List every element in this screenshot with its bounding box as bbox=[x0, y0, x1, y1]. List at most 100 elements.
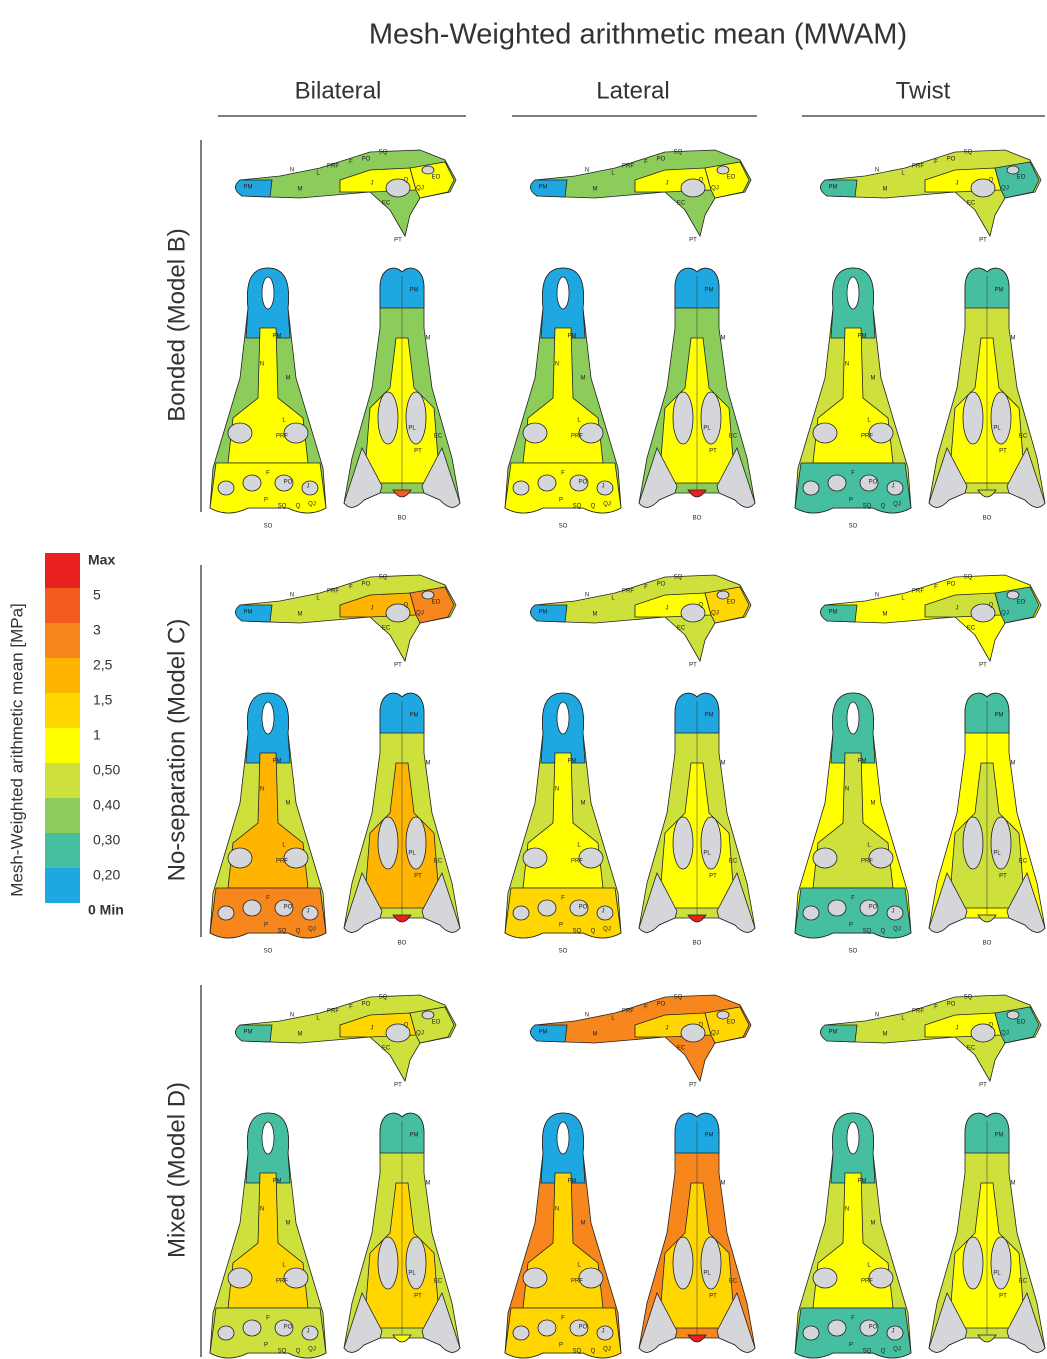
bone-label: PT bbox=[414, 449, 422, 455]
bone-label: EO bbox=[432, 600, 441, 606]
basioccipital bbox=[392, 914, 412, 923]
quadrate bbox=[994, 1006, 1040, 1044]
bone-label: PM bbox=[410, 713, 419, 719]
fenestra bbox=[812, 1267, 838, 1289]
bone-label: M bbox=[721, 336, 726, 342]
palatal-fenestra bbox=[990, 1236, 1012, 1290]
bone-label: PM bbox=[410, 288, 419, 294]
bone-label: P bbox=[559, 498, 563, 504]
bone-label: J bbox=[602, 1329, 605, 1335]
fenestra bbox=[217, 1325, 235, 1341]
bone-label: PT bbox=[689, 663, 697, 669]
bone-label: PT bbox=[414, 874, 422, 880]
bone-label: PRF bbox=[622, 164, 634, 170]
premaxilla bbox=[235, 1024, 273, 1043]
pterygoid-flange bbox=[421, 871, 461, 933]
naris bbox=[261, 1121, 275, 1155]
quadrate bbox=[704, 1006, 750, 1044]
bone-label: J bbox=[371, 1026, 374, 1032]
lateral-view: PM M N L PRF F PO SQ Q QJ EO J EC PT bbox=[530, 150, 752, 244]
ventral-view: PM M PL EC PT BO bbox=[343, 267, 461, 522]
fenestra bbox=[859, 899, 879, 917]
opening bbox=[385, 603, 411, 623]
bone-label: PM bbox=[995, 288, 1004, 294]
bone-label: PM bbox=[568, 1179, 577, 1185]
bone-label: EC bbox=[382, 626, 391, 632]
pterygoid-flange bbox=[343, 1291, 383, 1353]
bone-label: QJ bbox=[893, 1347, 901, 1353]
premaxilla bbox=[530, 1024, 568, 1043]
bone-label: PT bbox=[999, 874, 1007, 880]
legend-label: 0 Min bbox=[88, 902, 124, 918]
bone-label: SQ bbox=[379, 995, 388, 1001]
bone-label: PT bbox=[979, 238, 987, 244]
bone-label: QJ bbox=[1001, 1031, 1009, 1037]
legend-label: 0,40 bbox=[93, 797, 120, 813]
bone-label: Q bbox=[989, 603, 994, 609]
bone-label: PT bbox=[394, 663, 402, 669]
dorsal-view: PM N M L PRF F PO J P SQ Q QJ SO bbox=[794, 267, 912, 530]
posterior-region bbox=[504, 462, 622, 514]
quadrate bbox=[409, 586, 455, 624]
bone-label: PL bbox=[408, 851, 416, 857]
pterygoid-flange bbox=[1006, 871, 1046, 933]
bone-label: Q bbox=[296, 929, 301, 935]
bone-label: F bbox=[349, 160, 353, 166]
quadrate bbox=[994, 161, 1040, 199]
posterior-region bbox=[794, 887, 912, 939]
pterygoid-flange bbox=[928, 1291, 968, 1353]
bone-label: J bbox=[892, 909, 895, 915]
bone-label: M bbox=[871, 1221, 876, 1227]
legend-title: Mesh-Weighted arithmetic mean [MPa] bbox=[7, 603, 26, 897]
bone-label: EC bbox=[434, 859, 443, 865]
palatal-fenestra bbox=[700, 1236, 722, 1290]
bone-label: PO bbox=[362, 1002, 371, 1008]
legend-swatch bbox=[45, 658, 80, 693]
bone-label: N bbox=[585, 593, 589, 599]
bone-label: SQ bbox=[964, 995, 973, 1001]
bone-label: QJ bbox=[603, 1347, 611, 1353]
fenestra bbox=[596, 1325, 614, 1341]
palatal-fenestra bbox=[672, 816, 694, 870]
bone-label: PT bbox=[394, 1083, 402, 1089]
premaxilla bbox=[820, 604, 858, 623]
fenestra bbox=[868, 847, 894, 869]
bone-label: SQ bbox=[674, 150, 683, 156]
fenestra bbox=[217, 905, 235, 921]
bone-label: SO bbox=[559, 949, 568, 955]
posterior-region bbox=[794, 1307, 912, 1359]
bone-label: J bbox=[307, 484, 310, 490]
bone-label: N bbox=[845, 787, 849, 793]
lateral-view: PM M N L PRF F PO SQ Q QJ EO J EC PT bbox=[530, 995, 752, 1089]
legend-label: 5 bbox=[93, 587, 101, 603]
skull-panel: PM M N L PRF F PO SQ Q QJ EO J EC PT PM N M L PRF F PO J P SQ Q Q… bbox=[794, 150, 1046, 530]
fenestra bbox=[283, 1267, 309, 1289]
fenestra bbox=[578, 1267, 604, 1289]
fenestra bbox=[802, 1325, 820, 1341]
bone-label: F bbox=[644, 160, 648, 166]
fenestra bbox=[812, 847, 838, 869]
opening bbox=[970, 1023, 996, 1043]
pterygoid-flange bbox=[638, 446, 678, 508]
bone-label: BO bbox=[983, 941, 992, 947]
bone-label: Q bbox=[699, 1023, 704, 1029]
skull-panel: PM M N L PRF F PO SQ Q QJ EO J EC PT PM N M L PRF F PO J P SQ Q Q… bbox=[209, 150, 461, 530]
ventral-view: PM M PL EC PT BO bbox=[928, 692, 1046, 947]
palatal-fenestra bbox=[700, 816, 722, 870]
bone-label: PO bbox=[362, 582, 371, 588]
bone-label: EC bbox=[1019, 859, 1028, 865]
bone-label: PT bbox=[709, 874, 717, 880]
opening bbox=[680, 178, 706, 198]
fenestra bbox=[301, 905, 319, 921]
dorsal-view: PM N M L PRF F PO J P SQ Q QJ SO bbox=[504, 692, 622, 955]
opening bbox=[385, 1023, 411, 1043]
bone-label: F bbox=[561, 471, 565, 477]
bone-label: PRF bbox=[912, 589, 924, 595]
legend-swatch bbox=[45, 588, 80, 623]
fenestra bbox=[512, 905, 530, 921]
skull-panel: PM M N L PRF F PO SQ Q QJ EO J EC PT PM N M L PRF F PO J P SQ Q Q… bbox=[209, 995, 461, 1359]
bone-label: M bbox=[426, 761, 431, 767]
bone-label: PM bbox=[858, 334, 867, 340]
bone-label: SQ bbox=[964, 575, 973, 581]
fenestra bbox=[274, 1319, 294, 1337]
